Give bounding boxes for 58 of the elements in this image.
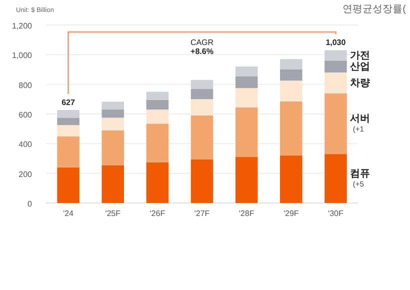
bar: [324, 72, 347, 94]
bar: [280, 70, 302, 81]
bar: [235, 76, 258, 88]
total-label: 1,030: [326, 38, 346, 48]
bar: [280, 101, 302, 156]
bar: [102, 165, 124, 203]
x-tick-label: '30F: [328, 209, 344, 218]
series-label: 가전: [350, 50, 370, 62]
bar: [57, 118, 80, 126]
bar: [280, 156, 302, 203]
series-label: 산업: [350, 62, 370, 73]
bar: [280, 59, 302, 70]
bar: [57, 110, 80, 118]
bar: [235, 66, 258, 76]
bar: [190, 99, 214, 116]
bar: [235, 157, 258, 203]
bar: [280, 80, 302, 102]
bar: [146, 92, 169, 100]
bar: [324, 60, 347, 72]
y-tick-label: 1,200: [12, 22, 33, 30]
x-tick-label: '25F: [105, 209, 121, 218]
bar: [190, 88, 214, 100]
bar: [235, 107, 258, 158]
series-label: 서버: [350, 114, 370, 125]
x-tick-label: '26F: [150, 209, 166, 218]
bar: [324, 93, 347, 154]
bar: [102, 118, 124, 130]
bar: [235, 88, 258, 108]
bar: [102, 130, 124, 166]
y-tick-label: 400: [18, 140, 33, 150]
x-tick-label: '24: [63, 209, 74, 218]
bar: [146, 124, 169, 162]
x-tick-label: '29F: [283, 209, 299, 218]
bar: [57, 136, 80, 168]
bar: [102, 102, 124, 110]
bar: [146, 110, 169, 124]
bar: [57, 167, 80, 203]
total-label: 627: [62, 98, 76, 107]
x-tick-label: '27F: [194, 209, 210, 218]
y-tick-label: 800: [18, 80, 33, 90]
y-tick-label: 0: [28, 200, 33, 208]
bar: [324, 50, 347, 61]
y-tick-label: 1,000: [12, 51, 33, 60]
bar: [146, 100, 169, 110]
x-tick-label: '28F: [238, 209, 254, 218]
series-label: 차량: [350, 78, 370, 89]
y-tick-label: 200: [18, 170, 33, 179]
bar: [324, 154, 347, 203]
bar: [146, 162, 169, 203]
text: 연평균성장률(: [342, 4, 407, 15]
bar: [190, 115, 214, 160]
bar: [102, 110, 124, 118]
bar: [57, 125, 80, 136]
y-tick-label: 600: [18, 110, 33, 120]
series-label: 컴퓨: [350, 168, 370, 180]
annotation: CAGR +8.6%: [190, 38, 214, 56]
bar: [190, 159, 214, 203]
bar: [190, 80, 214, 89]
